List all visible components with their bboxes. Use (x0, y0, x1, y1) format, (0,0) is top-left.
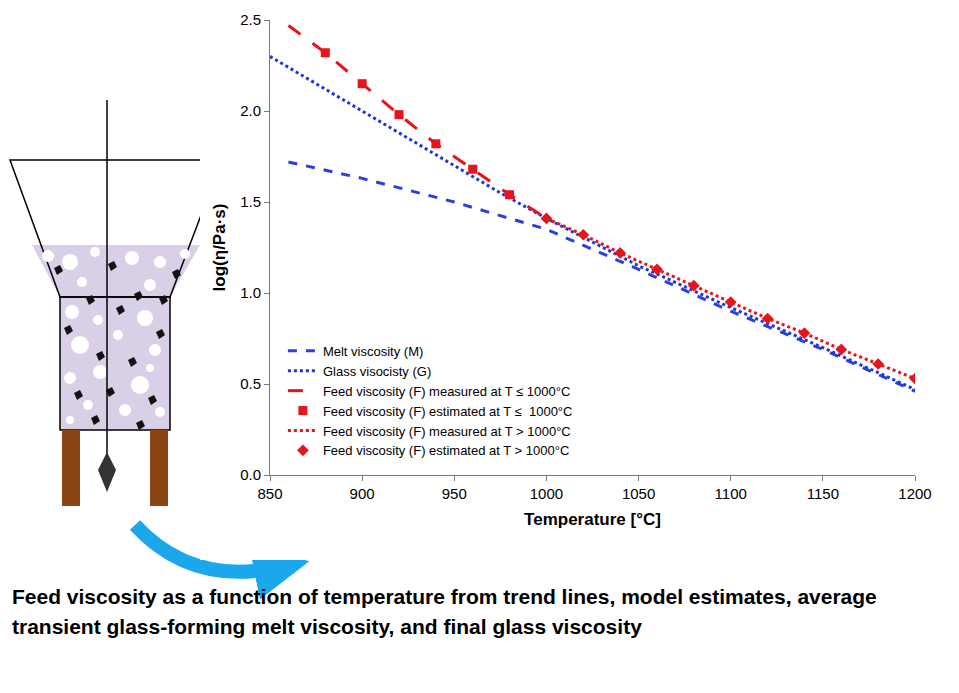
svg-text:0.5: 0.5 (240, 375, 261, 392)
svg-text:2.5: 2.5 (240, 11, 261, 28)
svg-text:Feed viscosity (F) measured at: Feed viscosity (F) measured at T > 1000°… (323, 424, 571, 439)
svg-text:Glass visocisty (G): Glass visocisty (G) (323, 364, 431, 379)
svg-text:2.0: 2.0 (240, 102, 261, 119)
svg-text:Melt viscosity (M): Melt viscosity (M) (323, 344, 423, 359)
svg-text:1100: 1100 (715, 485, 747, 502)
svg-text:1.5: 1.5 (240, 193, 261, 210)
svg-text:log(η/Pa·s): log(η/Pa·s) (210, 204, 229, 292)
svg-text:Feed viscosity (F) estimated a: Feed viscosity (F) estimated at T ≤ 1000… (323, 404, 573, 419)
svg-text:1150: 1150 (807, 485, 839, 502)
svg-text:1050: 1050 (622, 485, 655, 502)
svg-text:950: 950 (442, 485, 467, 502)
svg-text:1.0: 1.0 (240, 284, 261, 301)
svg-text:1000: 1000 (530, 485, 563, 502)
svg-text:0.0: 0.0 (240, 466, 261, 483)
svg-text:900: 900 (350, 485, 375, 502)
svg-text:1200: 1200 (898, 485, 931, 502)
svg-text:Feed viscosity (F) estimated a: Feed viscosity (F) estimated at T > 1000… (323, 443, 569, 458)
html-text:Feed viscosity as a function o: Feed viscosity as a function of temperat… (12, 585, 877, 638)
svg-text:Temperature [°C]: Temperature [°C] (524, 510, 661, 529)
svg-text:850: 850 (257, 485, 282, 502)
svg-text:Feed viscosity (F) measured at: Feed viscosity (F) measured at T ≤ 1000°… (323, 384, 570, 399)
